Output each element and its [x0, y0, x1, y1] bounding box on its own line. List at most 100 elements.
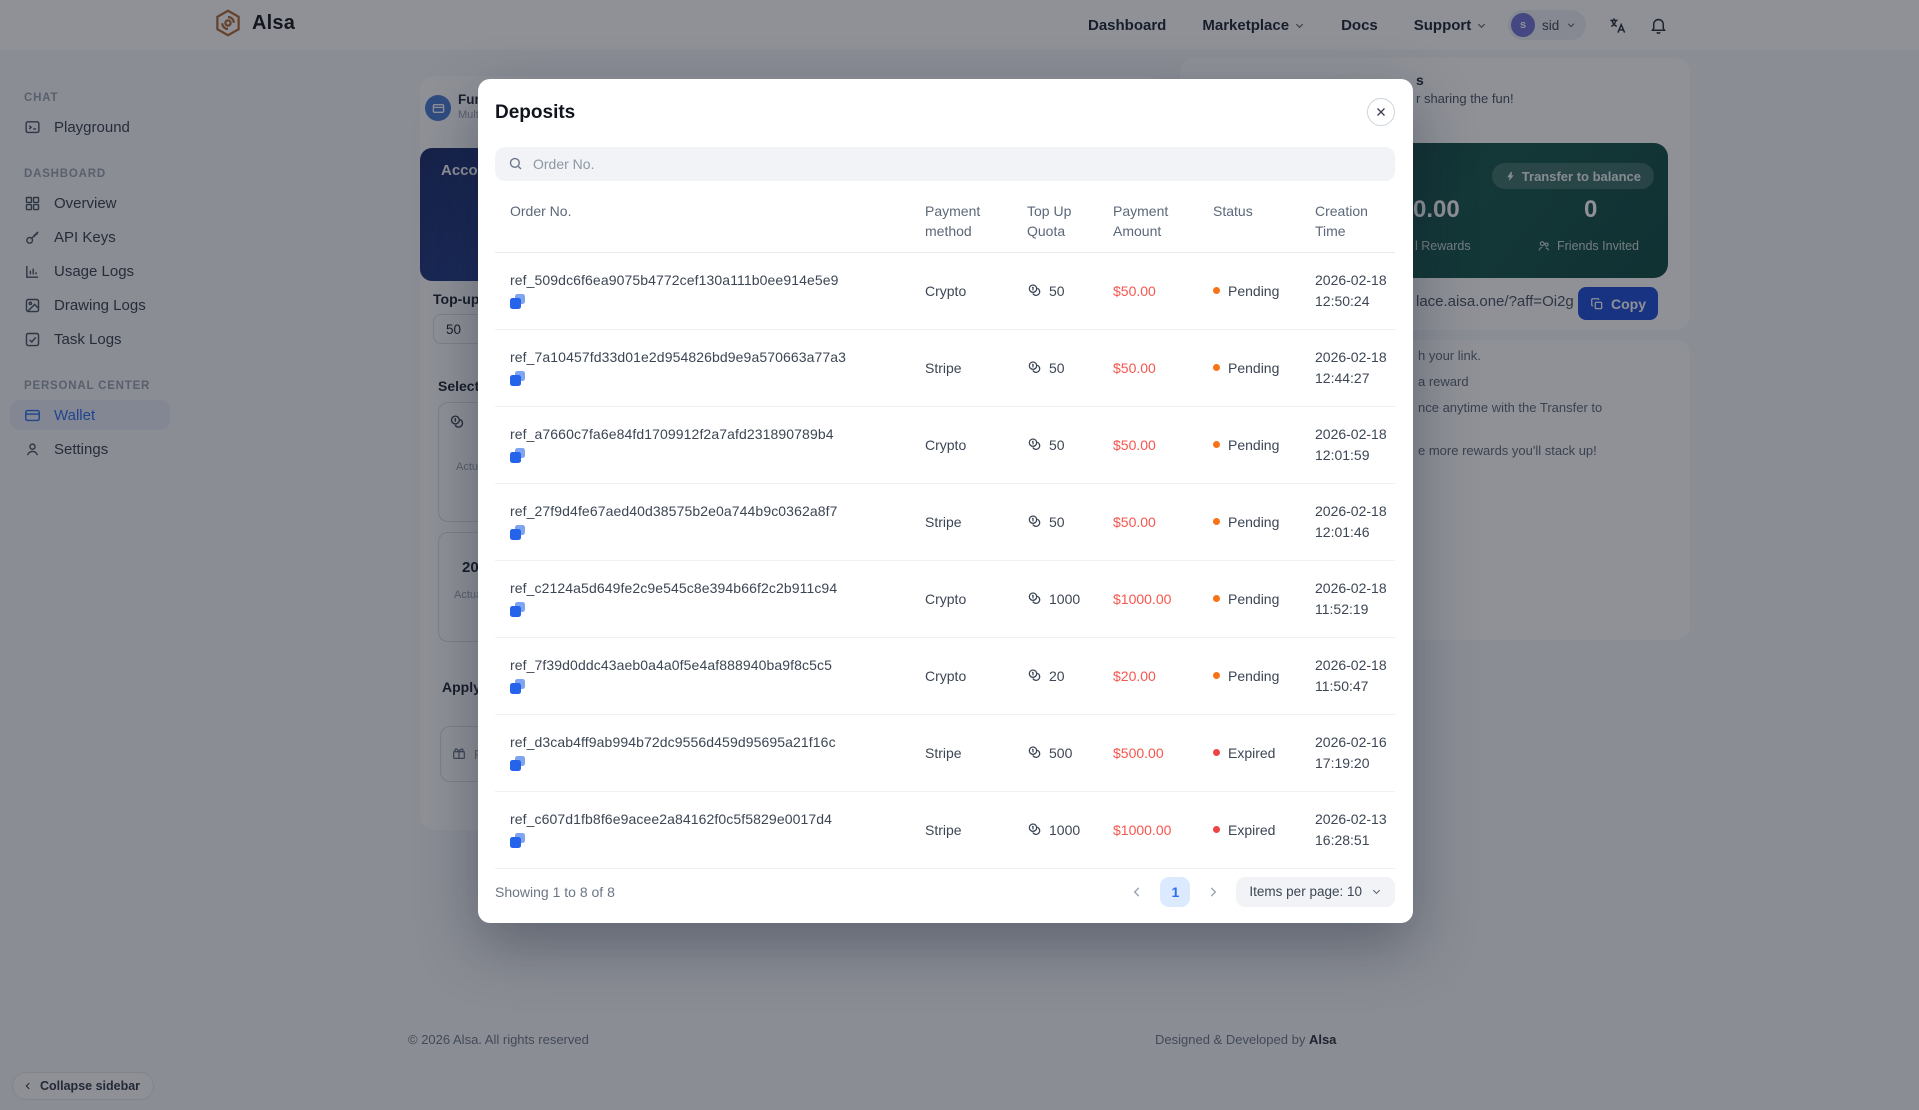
order-no-text: ref_c2124a5d649fe2c9e545c8e394b66f2c2b91…	[510, 580, 838, 597]
status-dot	[1213, 518, 1220, 526]
rewards-label: l Rewards	[1415, 239, 1471, 253]
items-per-page-select[interactable]: Items per page: 10	[1236, 876, 1395, 907]
payment-method-cell: Crypto	[925, 590, 967, 607]
username: sid	[1542, 17, 1560, 33]
copy-icon[interactable]	[510, 294, 525, 310]
status-cell: Pending	[1213, 437, 1315, 453]
image-icon	[24, 297, 41, 314]
status-cell: Pending	[1213, 283, 1315, 299]
payment-method-cell: Stripe	[925, 513, 962, 530]
referral-link-fragment: lace.aisa.one/?aff=Oi2g	[1416, 293, 1574, 310]
order-no-cell: ref_d3cab4ff9ab994b72dc9556d459d95695a21…	[495, 734, 925, 772]
referral-bullet: nce anytime with the Transfer to	[1418, 400, 1603, 415]
sidebar-item-api-keys[interactable]: API Keys	[10, 222, 170, 252]
payment-method-cell: Crypto	[925, 282, 967, 299]
payment-amount-cell: $1000.00	[1113, 590, 1172, 607]
top-up-quota-cell: 20	[1027, 668, 1113, 684]
order-no-cell: ref_a7660c7fa6e84fd1709912f2a7afd2318907…	[495, 426, 925, 464]
sidebar-item-task-logs[interactable]: Task Logs	[10, 324, 170, 354]
nav-support[interactable]: Support	[1414, 17, 1488, 34]
coins-icon	[449, 414, 466, 431]
chevron-down-icon	[1476, 20, 1487, 31]
sidebar-item-playground[interactable]: Playground	[10, 112, 170, 142]
status-cell: Expired	[1213, 745, 1315, 761]
order-no-cell: ref_c2124a5d649fe2c9e545c8e394b66f2c2b91…	[495, 580, 925, 618]
collapse-sidebar-button[interactable]: Collapse sidebar	[12, 1072, 155, 1100]
table-row: ref_a7660c7fa6e84fd1709912f2a7afd2318907…	[495, 407, 1395, 484]
sidebar-item-label: Usage Logs	[54, 262, 135, 280]
order-search-input[interactable]	[495, 147, 1395, 181]
quota-value: 20	[1049, 667, 1065, 684]
brand-name: Alsa	[252, 11, 296, 34]
nav-marketplace[interactable]: Marketplace	[1202, 17, 1305, 34]
nav-dashboard[interactable]: Dashboard	[1088, 16, 1167, 34]
payment-amount-cell: $1000.00	[1113, 821, 1172, 838]
order-no-cell: ref_509dc6f6ea9075b4772cef130a111b0ee914…	[495, 272, 925, 310]
quota-value: 1000	[1049, 590, 1081, 607]
column-header-payment-method: Payment method	[925, 203, 981, 240]
deposits-modal: Deposits Order No. Payment method Top Up…	[478, 79, 1413, 923]
copy-icon[interactable]	[510, 525, 525, 541]
coins-icon	[1027, 668, 1043, 684]
status-badge: Expired	[1228, 821, 1276, 838]
copy-referral-link-button[interactable]: Copy	[1578, 287, 1658, 320]
copy-icon[interactable]	[510, 448, 525, 464]
top-up-quota-cell: 1000	[1027, 591, 1113, 607]
payment-amount-cell: $50.00	[1113, 436, 1156, 453]
notifications-bell-icon[interactable]	[1649, 16, 1668, 35]
copy-icon[interactable]	[510, 602, 525, 618]
friends-value: 0	[1584, 196, 1598, 223]
page-number-button[interactable]: 1	[1160, 876, 1191, 907]
previous-page-icon[interactable]	[1130, 885, 1144, 899]
order-no-text: ref_7a10457fd33d01e2d954826bd9e9a570663a…	[510, 349, 847, 366]
quota-value: 50	[1049, 359, 1065, 376]
order-no-cell: ref_7f39d0ddc43aeb0a4a0f5e4af888940ba9f8…	[495, 657, 925, 695]
next-page-icon[interactable]	[1206, 885, 1220, 899]
friends-icon	[1537, 239, 1551, 253]
avatar: s	[1511, 13, 1535, 37]
user-menu[interactable]: s sid	[1508, 10, 1587, 40]
sidebar-item-wallet[interactable]: Wallet	[10, 400, 170, 430]
chevron-down-icon	[1566, 20, 1576, 30]
sidebar-item-overview[interactable]: Overview	[10, 188, 170, 218]
quota-value: 50	[1049, 436, 1065, 453]
coins-icon	[1027, 591, 1043, 607]
table-row: ref_509dc6f6ea9075b4772cef130a111b0ee914…	[495, 253, 1395, 330]
coins-icon	[1027, 283, 1043, 299]
close-button[interactable]	[1367, 98, 1395, 126]
copy-icon[interactable]	[510, 756, 525, 772]
alsa-logo-icon	[213, 8, 243, 38]
payment-method-cell: Stripe	[925, 821, 962, 838]
copy-icon[interactable]	[510, 833, 525, 849]
status-cell: Pending	[1213, 514, 1315, 530]
sidebar-item-label: Overview	[54, 194, 117, 212]
payment-method-cell: Stripe	[925, 359, 962, 376]
order-no-text: ref_509dc6f6ea9075b4772cef130a111b0ee914…	[510, 272, 839, 289]
person-icon	[24, 441, 41, 458]
language-icon[interactable]	[1608, 16, 1627, 35]
status-badge: Pending	[1228, 513, 1280, 530]
table-row: ref_c2124a5d649fe2c9e545c8e394b66f2c2b91…	[495, 561, 1395, 638]
funds-card-icon	[425, 95, 451, 121]
copy-icon[interactable]	[510, 679, 525, 695]
copyright-text: © 2026 Alsa. All rights reserved	[408, 1032, 589, 1047]
order-search	[495, 147, 1395, 181]
sidebar-item-label: API Keys	[54, 228, 116, 246]
order-no-text: ref_27f9d4fe67aed40d38575b2e0a744b9c0362…	[510, 503, 838, 520]
close-icon	[1375, 106, 1387, 118]
nav-docs[interactable]: Docs	[1341, 16, 1378, 34]
creation-time-cell: 2026-02-16 17:19:20	[1315, 733, 1387, 771]
task-check-icon	[24, 331, 41, 348]
copy-icon[interactable]	[510, 371, 525, 387]
table-row: ref_d3cab4ff9ab994b72dc9556d459d95695a21…	[495, 715, 1395, 792]
quota-value: 50	[1049, 513, 1065, 530]
chat-icon	[24, 119, 41, 136]
transfer-to-balance-button[interactable]: Transfer to balance	[1491, 163, 1654, 189]
sidebar-item-usage-logs[interactable]: Usage Logs	[10, 256, 170, 286]
status-dot	[1213, 826, 1220, 834]
modal-title: Deposits	[495, 102, 576, 123]
sidebar-item-drawing-logs[interactable]: Drawing Logs	[10, 290, 170, 320]
brand[interactable]: Alsa	[213, 8, 295, 38]
status-dot	[1213, 441, 1220, 449]
sidebar-item-settings[interactable]: Settings	[10, 434, 170, 464]
